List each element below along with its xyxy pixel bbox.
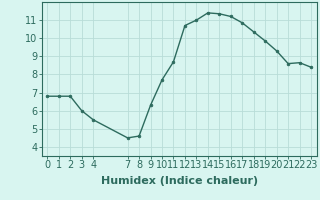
X-axis label: Humidex (Indice chaleur): Humidex (Indice chaleur) [100, 176, 258, 186]
